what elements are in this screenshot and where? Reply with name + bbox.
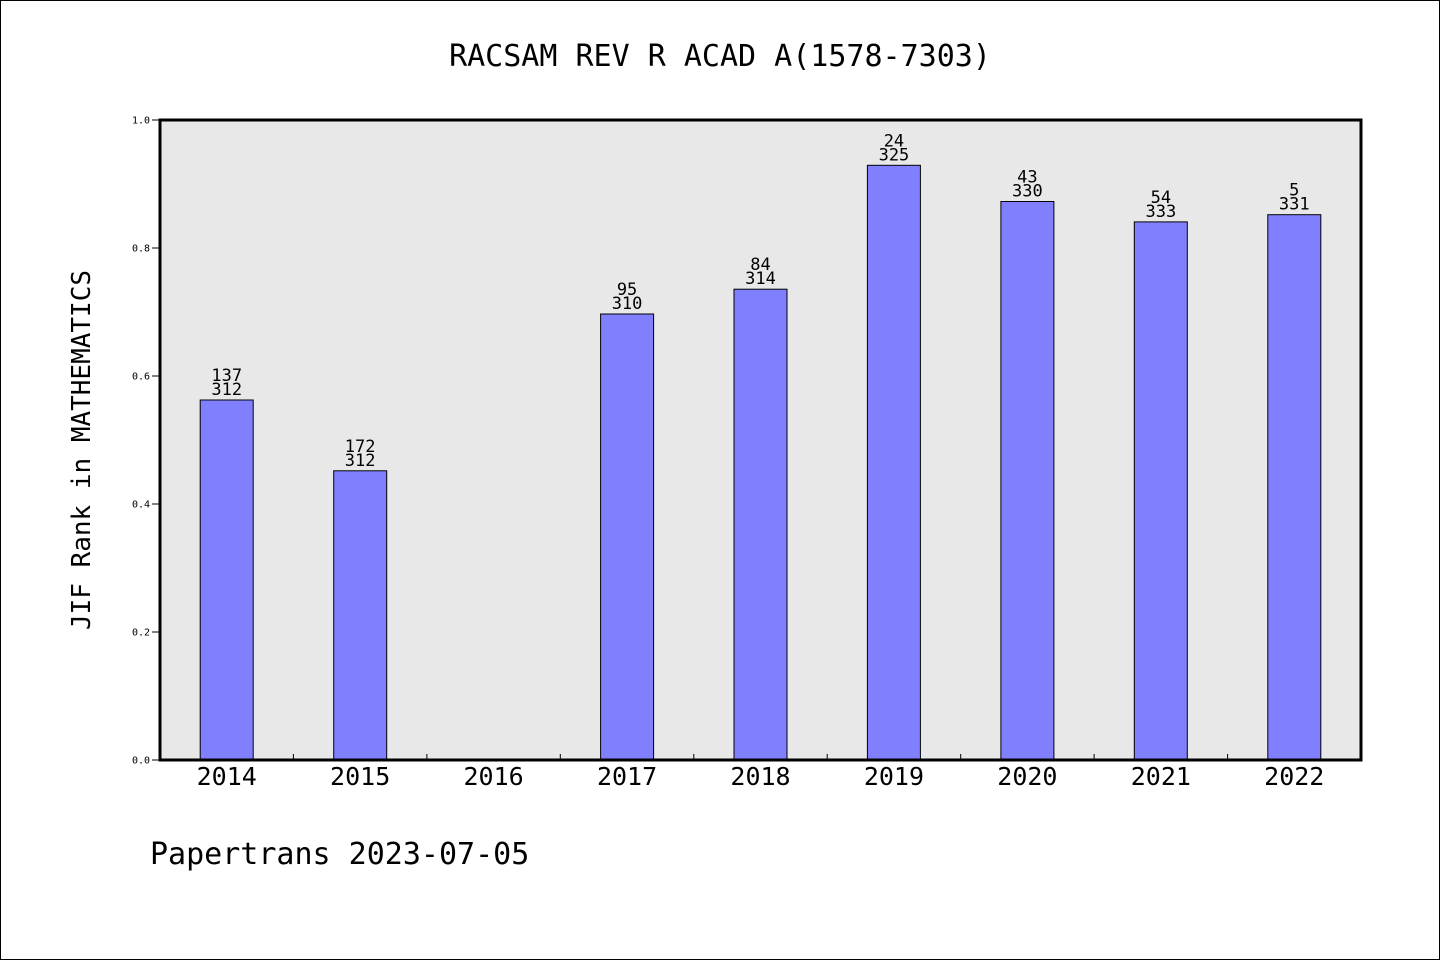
bar-label-total-2019: 325	[879, 145, 910, 165]
y-tick-label-3: 0.6	[132, 372, 150, 383]
y-tick-label-5: 1.0	[132, 116, 150, 127]
bar-label-rank-2022: 5	[1289, 181, 1299, 201]
bar-label-total-2014: 312	[211, 380, 242, 400]
bar-label-total-2020: 330	[1012, 182, 1043, 202]
x-axis: 2014 2015 2016 2017 2018 2019 2020 2021 2022	[197, 754, 1324, 791]
bar-label-total-2017: 310	[612, 294, 643, 314]
bar-2015	[333, 470, 388, 761]
y-tick-label-2: 0.4	[132, 500, 150, 511]
bar-label-rank-2020: 43	[1017, 168, 1037, 188]
x-tick-label-2014: 2014	[197, 762, 257, 791]
bar-2021	[1133, 221, 1188, 761]
plot-border	[158, 118, 1363, 762]
x-tick-label-2022: 2022	[1264, 762, 1324, 791]
bar-label-rank-2021: 54	[1151, 188, 1171, 208]
y-axis: 0.0 0.2 0.4 0.6 0.8 1.0	[132, 116, 160, 767]
bar-2014	[199, 399, 254, 761]
y-tick-label-4: 0.8	[132, 244, 150, 255]
x-tick-label-2015: 2015	[330, 762, 390, 791]
bar-label-rank-2017: 95	[617, 280, 637, 300]
x-tick-label-2018: 2018	[730, 762, 790, 791]
bar-label-total-2018: 314	[745, 269, 776, 289]
bar-label-rank-2015: 172	[345, 437, 376, 457]
bar-2018	[733, 288, 788, 761]
bar-2020	[1000, 201, 1055, 761]
bar-2019	[866, 164, 921, 761]
bar-label-rank-2018: 84	[750, 255, 770, 275]
bars-group	[199, 164, 1322, 761]
x-tick-label-2021: 2021	[1131, 762, 1191, 791]
footer-text: Papertrans 2023-07-05	[150, 837, 529, 872]
bar-2022	[1267, 214, 1322, 761]
x-tick-label-2020: 2020	[997, 762, 1057, 791]
x-tick-label-2019: 2019	[864, 762, 924, 791]
bar-label-total-2015: 312	[345, 451, 376, 471]
bar-label-total-2022: 331	[1279, 195, 1310, 215]
chart-title: RACSAM REV R ACAD A(1578-7303)	[449, 39, 991, 74]
bar-label-rank-2019: 24	[884, 131, 904, 151]
y-axis-label: JIF Rank in MATHEMATICS	[67, 270, 97, 630]
y-tick-label-1: 0.2	[132, 628, 150, 639]
y-tick-label-0: 0.0	[132, 756, 150, 767]
bar-2017	[600, 313, 655, 761]
bar-label-total-2021: 333	[1145, 202, 1176, 222]
x-tick-label-2016: 2016	[464, 762, 524, 791]
bar-label-rank-2014: 137	[211, 366, 242, 386]
x-tick-label-2017: 2017	[597, 762, 657, 791]
